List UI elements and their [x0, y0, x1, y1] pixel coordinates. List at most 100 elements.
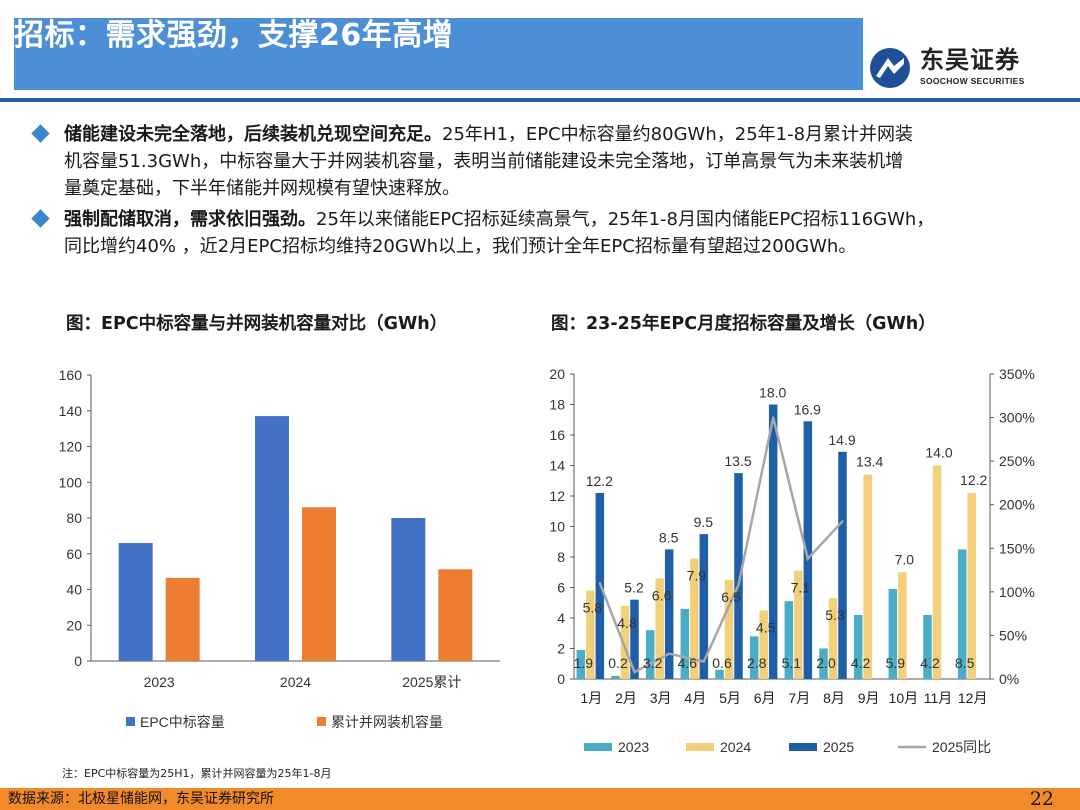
bar-2023 — [819, 648, 828, 679]
header-rule — [0, 98, 1080, 102]
bar-2023 — [611, 675, 620, 679]
label-2025: 18.0 — [759, 385, 786, 401]
label-2023: 0.6 — [712, 655, 732, 671]
label-2024: 13.4 — [856, 454, 883, 470]
x-tick-label: 12月 — [958, 690, 988, 706]
page-number: 22 — [1029, 788, 1054, 810]
bar-2024 — [863, 474, 872, 679]
y-tick-label: 20 — [66, 617, 82, 633]
label-2025: 14.9 — [828, 432, 855, 448]
x-tick-label: 1月 — [580, 690, 602, 706]
y-tick-label: 20 — [549, 366, 565, 382]
y2-tick-label: 100% — [999, 584, 1035, 600]
bar-grid — [438, 569, 473, 661]
chart-1-title: 图：EPC中标容量与并网装机容量对比（GWh） — [66, 314, 448, 334]
y-tick-label: 2 — [557, 641, 565, 657]
y2-tick-label: 200% — [999, 497, 1035, 513]
bar-grid — [165, 577, 200, 661]
label-2023: 4.2 — [920, 655, 940, 671]
x-tick-label: 4月 — [684, 690, 706, 706]
label-2024: 6.5 — [721, 589, 741, 605]
y-tick-label: 60 — [66, 546, 82, 562]
label-2024: 7.1 — [791, 580, 811, 596]
bar-2024 — [898, 572, 907, 679]
epc-vs-grid-bar-chart: 0 20 40 60 80 100 120 140 160 2023 2024 2025累计 EPC中标… — [59, 367, 500, 730]
y-tick-label: 14 — [549, 458, 565, 474]
bar-epc — [255, 416, 289, 661]
logo-mark-icon — [870, 48, 910, 88]
x-tick-label: 9月 — [858, 690, 880, 706]
label-2023: 5.1 — [782, 655, 802, 671]
legend-label: EPC中标容量 — [140, 714, 225, 730]
y2-tick-label: 300% — [999, 410, 1035, 426]
x-tick-label: 11月 — [924, 690, 953, 706]
line-point — [598, 581, 602, 585]
bullet-1-line-3: 量奠定基础，下半年储能并网规模有望快速释放。 — [64, 178, 460, 199]
label-2025: 12.2 — [586, 473, 613, 489]
line-point — [737, 583, 740, 587]
legend-label: 2024 — [720, 739, 751, 755]
bar-2025 — [768, 404, 778, 679]
bar-2023 — [715, 669, 724, 679]
y2-tick-label: 350% — [999, 366, 1035, 382]
label-2024: 4.5 — [756, 619, 776, 635]
bar-2024 — [620, 605, 630, 679]
bullet-2: 强制配储取消，需求依旧强劲。25年以来储能EPC招标延续高景气，25年1-8月国… — [30, 206, 1070, 260]
line-2025-yoy — [598, 417, 844, 674]
y-tick-label: 12 — [549, 488, 565, 504]
bullet-2-line-2: 同比增约40% ，近2月EPC招标均维持20GWh以上，我们预计全年EPC招标量… — [64, 236, 857, 257]
bar-2023 — [749, 636, 759, 679]
bar-2024 — [724, 579, 734, 679]
x-tick-label: 8月 — [823, 690, 845, 706]
label-2023: 4.2 — [851, 655, 871, 671]
title-bar — [14, 18, 863, 90]
bar-grid — [302, 507, 336, 661]
bar-2024 — [794, 570, 803, 679]
legend-swatch — [317, 717, 326, 726]
label-2025: 8.5 — [659, 529, 679, 545]
label-2024: 6.6 — [652, 587, 672, 603]
bullet-1-heading: 储能建设未完全落地，后续装机兑现空间充足。 — [64, 124, 442, 145]
y-tick-label: 8 — [557, 549, 565, 565]
chart-note: 注：EPC中标容量为25H1，累计并网容量为25年1-8月 — [62, 767, 332, 780]
label-2024: 5.3 — [825, 607, 845, 623]
line-point — [771, 416, 775, 419]
y-tick-label: 10 — [549, 519, 565, 535]
y-tick-label: 4 — [557, 610, 565, 626]
y-tick-label: 120 — [59, 439, 83, 455]
bar-2023 — [888, 589, 898, 679]
x-tick-label: 10月 — [889, 690, 919, 706]
y2-tick-label: 0% — [999, 671, 1019, 687]
x-tick-label: 6月 — [754, 690, 776, 706]
bar-2025 — [803, 421, 813, 679]
y-tick-label: 0 — [74, 653, 82, 669]
page-title: 招标：需求强劲，支撑26年高增 — [14, 18, 454, 53]
label-2025: 16.9 — [794, 401, 821, 417]
label-2024: 12.2 — [960, 472, 987, 488]
company-logo: 东吴证券 SOOCHOW SECURITIES — [868, 44, 1068, 90]
bar-2024 — [759, 610, 768, 679]
data-source: 数据来源：北极星储能网，东吴证券研究所 — [8, 791, 274, 807]
bar-2023 — [853, 614, 863, 679]
label-2023: 2.0 — [816, 655, 836, 671]
bar-2025 — [838, 451, 847, 679]
bar-2023 — [645, 630, 655, 679]
logo-name-cn: 东吴证券 — [920, 46, 1020, 74]
legend-label: 2025 — [823, 739, 854, 755]
bar-2025 — [734, 473, 743, 679]
y-tick-label: 160 — [59, 367, 83, 383]
bar-2023 — [923, 614, 932, 679]
x-tick-label: 2025累计 — [402, 674, 461, 690]
line-point — [806, 557, 810, 560]
bar-epc — [118, 543, 153, 661]
bullet-1: 储能建设未完全落地，后续装机兑现空间充足。25年H1，EPC中标容量约80GWh… — [30, 121, 1070, 202]
y-tick-label: 0 — [557, 671, 565, 687]
bar-2024 — [932, 465, 942, 679]
bar-2023 — [576, 650, 586, 679]
bar-2025 — [630, 599, 639, 679]
label-2023: 1.9 — [574, 655, 594, 671]
legend-swatch — [126, 717, 135, 726]
bullet-2-heading: 强制配储取消，需求依旧强劲。 — [64, 209, 316, 230]
legend-label: 2025同比 — [932, 739, 991, 755]
logo-name-en: SOOCHOW SECURITIES — [920, 76, 1025, 86]
